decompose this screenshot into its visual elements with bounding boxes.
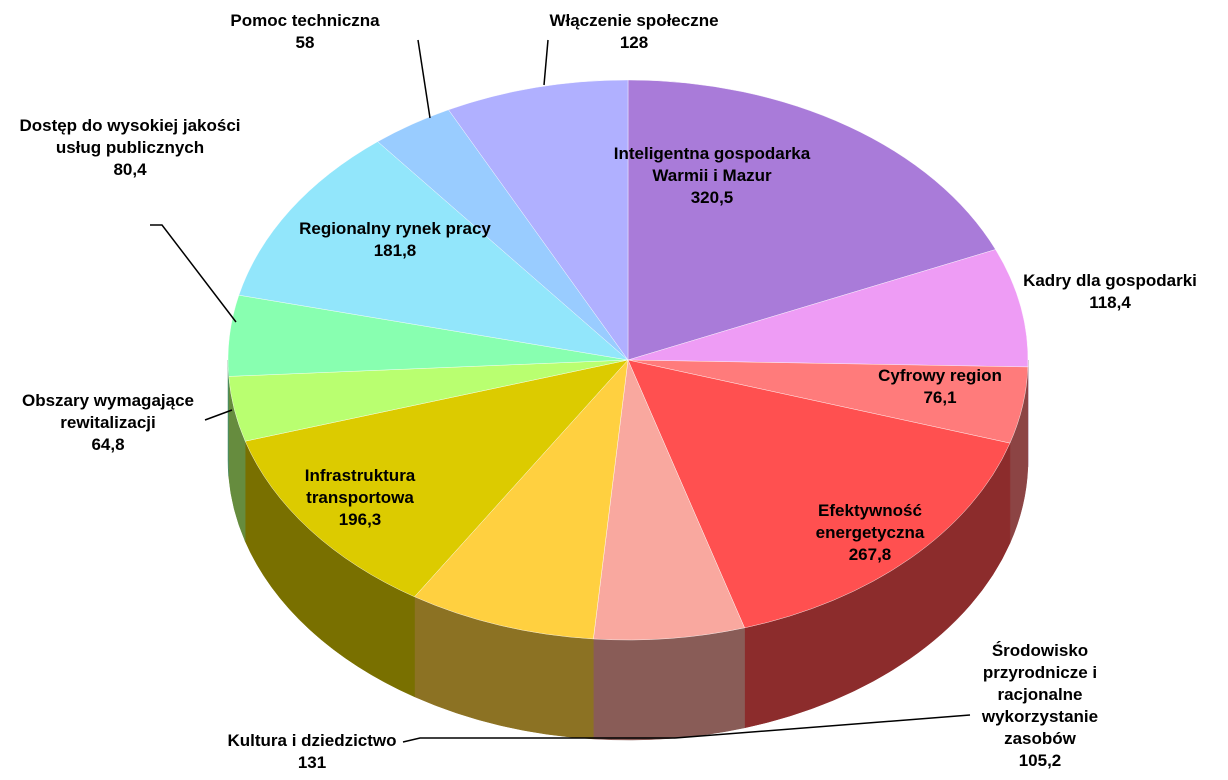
slice-side xyxy=(593,627,745,741)
slice xyxy=(627,359,1011,629)
value-label: 80,4 xyxy=(113,160,147,179)
slice-label: Cyfrowy region 76,1 xyxy=(850,365,1030,409)
value-label: 181,8 xyxy=(373,241,417,260)
leader-line xyxy=(543,39,549,86)
value-label: 196,3 xyxy=(338,510,382,529)
slice xyxy=(238,141,629,361)
leader-line xyxy=(150,224,237,323)
category-name: Infrastruktura transportowa xyxy=(304,466,416,507)
slice-label: Pomoc techniczna 58 xyxy=(205,10,405,54)
slice-label: Inteligentna gospodarka Warmii i Mazur 32… xyxy=(587,143,837,209)
slice-label: Włączenie społeczne 128 xyxy=(514,10,754,54)
value-label: 64,8 xyxy=(91,435,125,454)
slice-label: Dostęp do wysokiej jakości usług publicz… xyxy=(10,115,250,181)
slice-label: Obszary wymagające rewitalizacji 64,8 xyxy=(0,390,218,456)
value-label: 131 xyxy=(297,753,327,772)
slice xyxy=(627,249,1029,368)
slice-label: Kadry dla gospodarki 118,4 xyxy=(1000,270,1220,314)
value-label: 320,5 xyxy=(690,188,734,207)
leader-line xyxy=(674,714,971,739)
slice xyxy=(244,359,629,598)
slice-label: Infrastruktura transportowa 196,3 xyxy=(260,465,460,531)
slice-label: Kultura i dziedzictwo 131 xyxy=(187,730,437,774)
value-label: 58 xyxy=(295,33,315,52)
category-name: Efektywność energetyczna xyxy=(815,501,925,542)
category-name: Obszary wymagające rewitalizacji xyxy=(22,391,194,432)
leader-line xyxy=(417,39,431,119)
category-name: Cyfrowy region xyxy=(878,366,1002,385)
category-name: Pomoc techniczna xyxy=(230,11,380,30)
value-label: 76,1 xyxy=(923,388,957,407)
leader-line xyxy=(402,737,675,743)
category-name: Dostęp do wysokiej jakości usług publicz… xyxy=(19,116,241,157)
category-name: Kadry dla gospodarki xyxy=(1023,271,1197,290)
value-label: 118,4 xyxy=(1089,293,1131,312)
slice xyxy=(448,79,629,361)
category-name: Środowisko przyrodnicze i racjonalne wyk… xyxy=(981,641,1099,748)
category-name: Włączenie społeczne xyxy=(549,11,719,30)
slice-label: Środowisko przyrodnicze i racjonalne wyk… xyxy=(945,640,1135,772)
slice xyxy=(593,359,745,641)
category-name: Kultura i dziedzictwo xyxy=(227,731,397,750)
slice xyxy=(414,359,629,640)
value-label: 267,8 xyxy=(848,545,892,564)
category-name: Inteligentna gospodarka Warmii i Mazur xyxy=(613,144,811,185)
slice-label: Regionalny rynek pracy 181,8 xyxy=(295,218,495,262)
slice xyxy=(627,79,996,361)
slice-label: Efektywność energetyczna 267,8 xyxy=(770,500,970,566)
leader-line xyxy=(204,409,233,421)
value-label: 105,2 xyxy=(1018,751,1062,770)
category-name: Regionalny rynek pracy xyxy=(299,219,491,238)
value-label: 128 xyxy=(619,33,649,52)
